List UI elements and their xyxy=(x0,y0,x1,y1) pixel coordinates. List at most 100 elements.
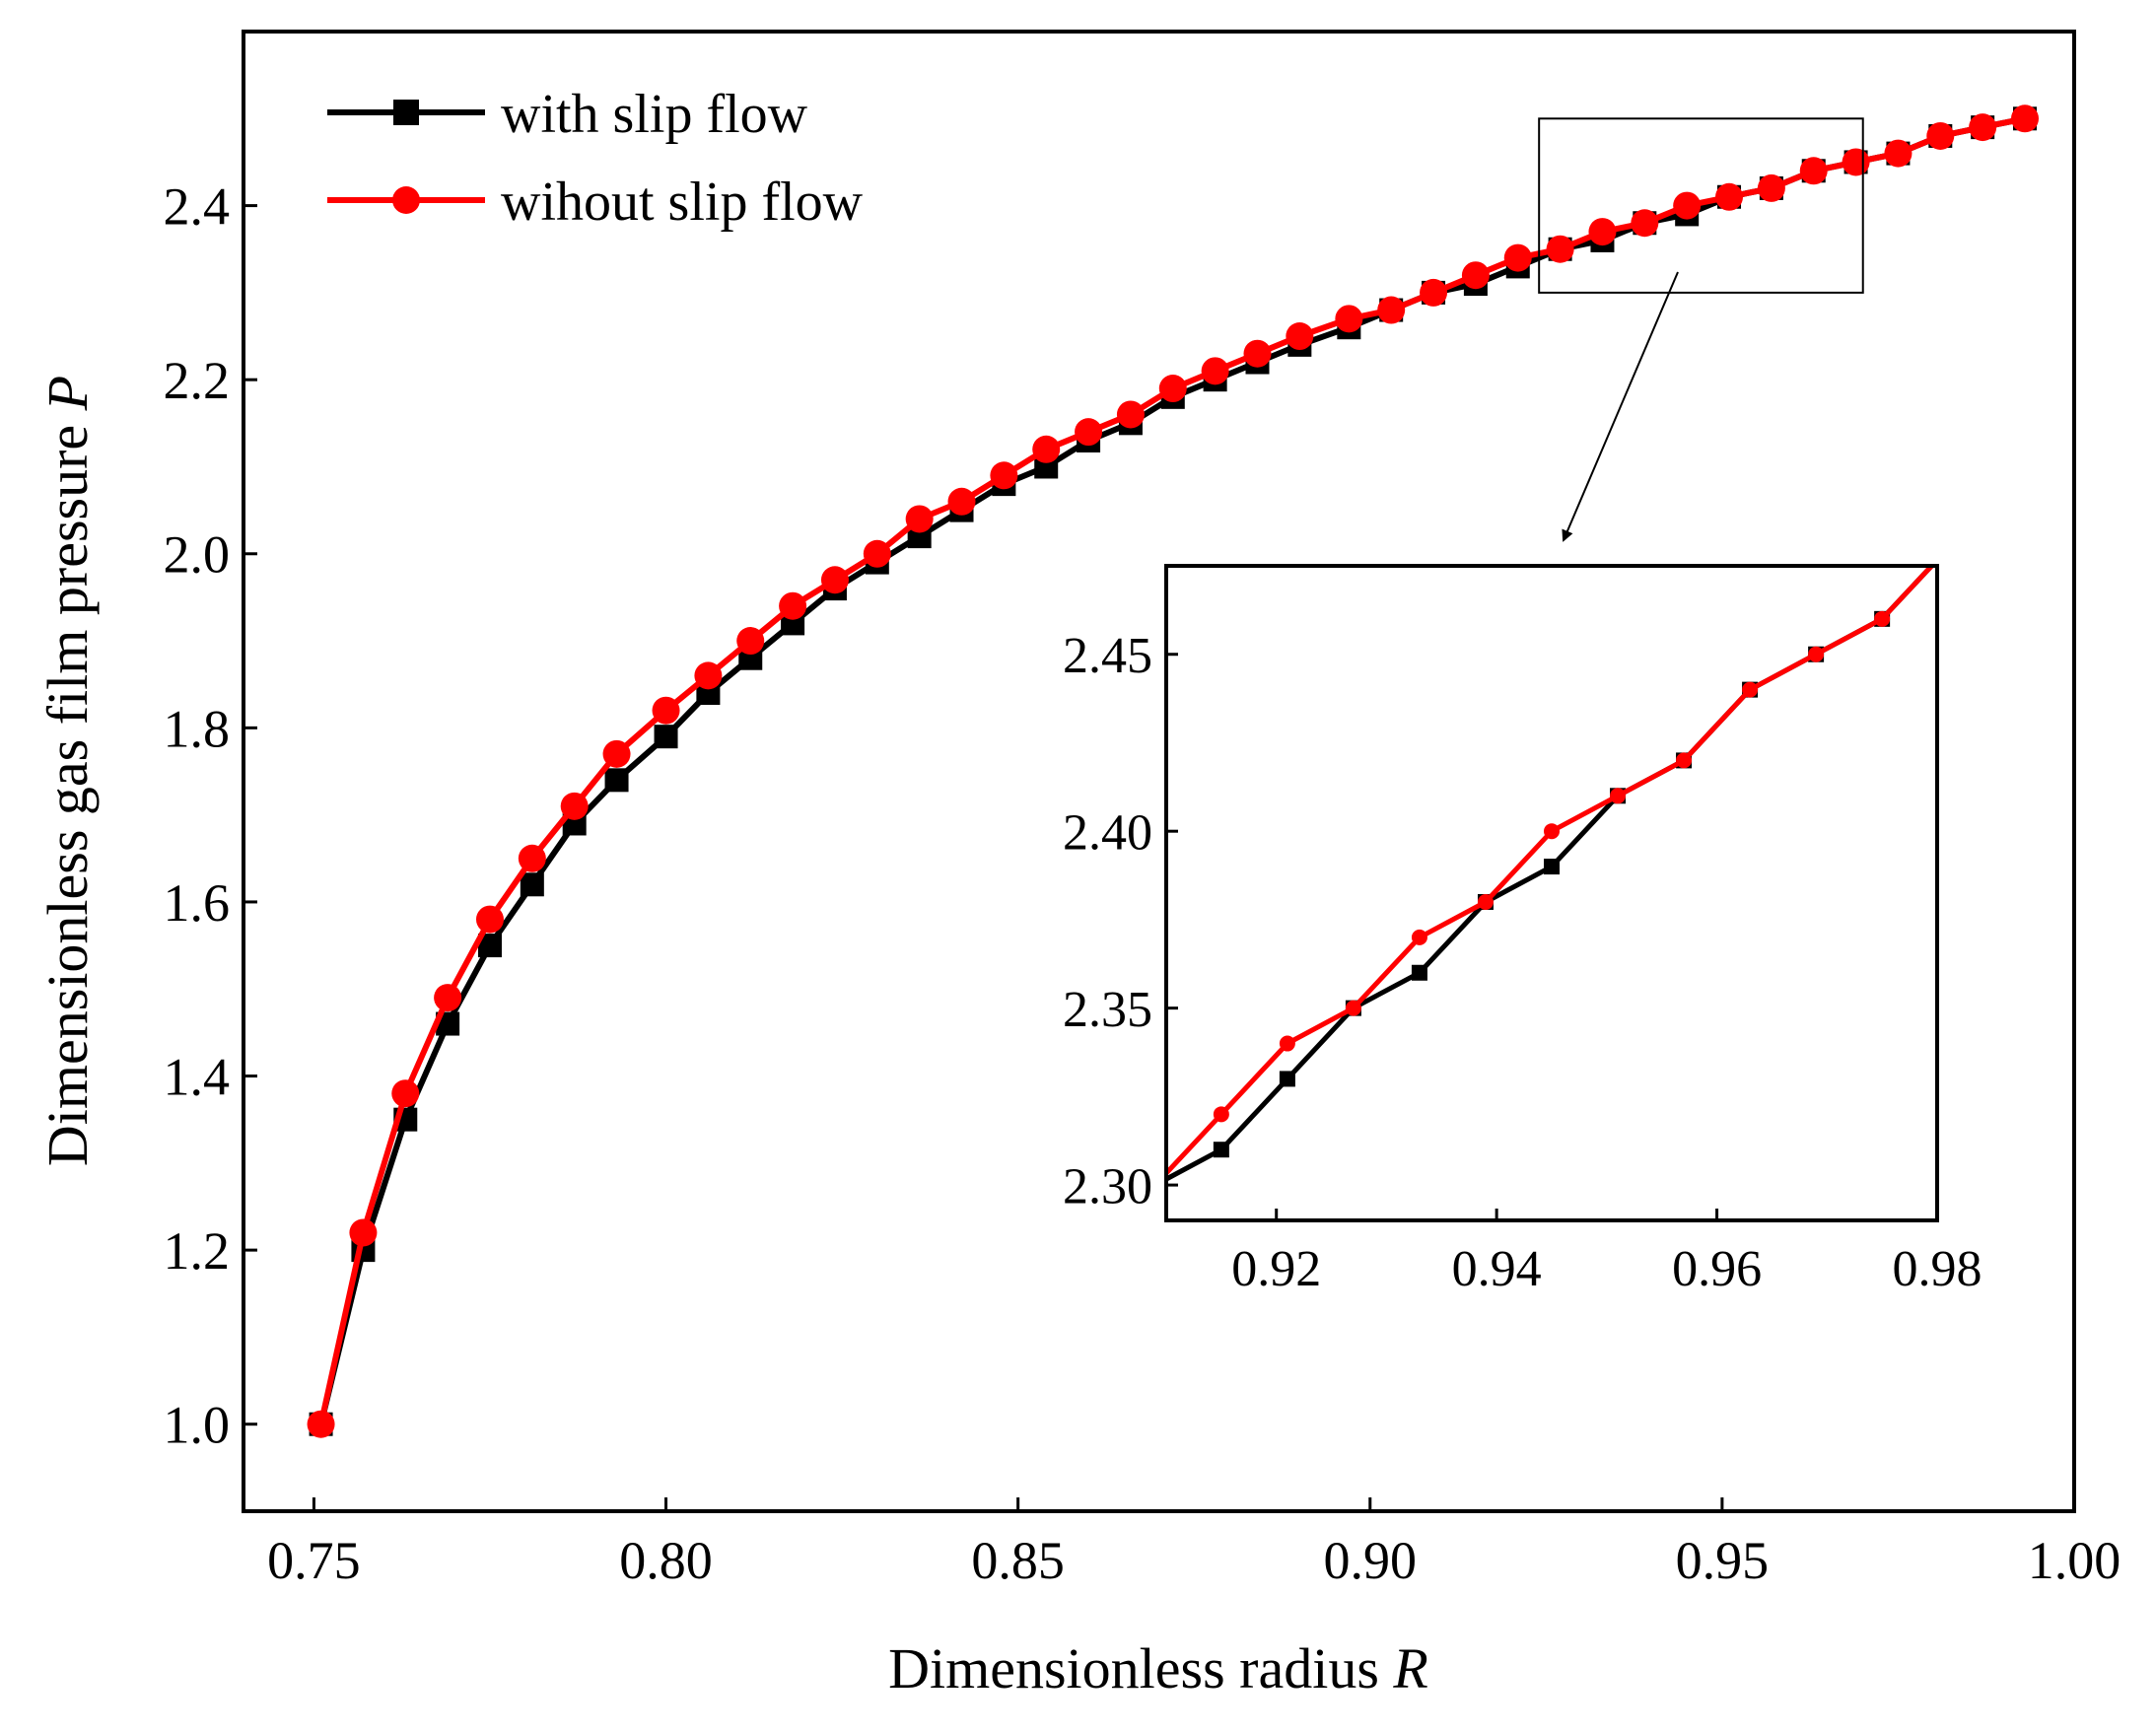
legend-label-without-slip: wihout slip flow xyxy=(501,172,864,233)
main-x-tick-label: 0.95 xyxy=(1676,1531,1770,1590)
main-point-circle xyxy=(1926,121,1955,150)
main-point-circle xyxy=(820,566,849,594)
legend-marker-without-slip xyxy=(392,186,420,214)
inset-x-tick-label: 0.94 xyxy=(1452,1241,1542,1297)
main-axis-ticks: 0.75 0.80 0.85 0.90 0.95 1.00 1.0 1.2 1.4 1.6 1.8 2… xyxy=(164,176,2121,1590)
inset-point-circle xyxy=(1874,610,1891,627)
main-point-circle xyxy=(1842,148,1870,176)
inset-y-tick-label: 2.30 xyxy=(1063,1158,1152,1214)
inset-point-circle xyxy=(1610,788,1627,804)
legend-label-with-slip: with slip flow xyxy=(501,84,808,145)
inset-point-circle xyxy=(1742,681,1759,698)
inset-x-tick-label: 0.92 xyxy=(1231,1241,1321,1297)
main-point-circle xyxy=(947,487,976,516)
main-y-tick-label: 2.2 xyxy=(164,351,231,410)
main-point-circle xyxy=(391,1079,420,1108)
main-point-circle xyxy=(1631,209,1659,238)
main-point-circle xyxy=(1461,261,1490,290)
inset-series-group xyxy=(1166,540,1956,1182)
main-point-circle xyxy=(1503,243,1532,272)
inset-background xyxy=(1166,566,1937,1220)
main-x-tick-label: 1.00 xyxy=(2028,1531,2121,1590)
main-point-circle xyxy=(905,505,934,533)
main-point-circle xyxy=(349,1218,378,1247)
main-x-tick-label: 0.80 xyxy=(619,1531,713,1590)
inset-point-circle xyxy=(1544,823,1560,840)
legend: with slip flow wihout slip flow xyxy=(327,84,864,233)
inset-y-tick-label: 2.40 xyxy=(1063,804,1152,861)
main-point-circle xyxy=(1420,278,1448,307)
main-y-tick-label: 1.6 xyxy=(164,873,231,933)
inset-point-square xyxy=(1411,964,1427,981)
main-point-circle xyxy=(1116,400,1145,429)
inset-point-circle xyxy=(1477,893,1494,910)
main-point-circle xyxy=(863,539,891,568)
main-point-square xyxy=(604,768,629,793)
main-y-tick-label: 1.4 xyxy=(164,1047,231,1106)
main-point-circle xyxy=(1715,182,1744,211)
y-axis-title: Dimensionless gas film pressure P xyxy=(35,376,100,1166)
main-point-circle xyxy=(652,696,680,725)
inset-point-square xyxy=(1279,1071,1295,1087)
zoom-region-box xyxy=(1538,117,1864,294)
main-y-tick-label: 2.0 xyxy=(164,525,231,585)
legend-marker-with-slip xyxy=(393,100,419,125)
inset-axis-ticks: 0.92 0.94 0.96 0.98 2.30 2.35 2.40 2.45 xyxy=(1063,628,1982,1297)
main-point-circle xyxy=(2011,104,2040,133)
main-y-tick-label: 2.4 xyxy=(164,176,231,236)
inset-frame xyxy=(1164,564,1939,1222)
main-x-tick-label: 0.90 xyxy=(1324,1531,1418,1590)
inset-point-circle xyxy=(1213,1106,1229,1123)
main-point-square xyxy=(654,725,678,749)
main-point-circle xyxy=(307,1410,335,1438)
main-point-circle xyxy=(736,627,765,656)
main-point-circle xyxy=(779,591,807,620)
main-y-tick-label: 1.0 xyxy=(164,1396,231,1455)
main-point-circle xyxy=(990,461,1018,490)
main-x-tick-label: 0.75 xyxy=(267,1531,361,1590)
main-point-circle xyxy=(1884,139,1913,168)
inset-point-square xyxy=(1940,540,1956,556)
main-point-circle xyxy=(1243,339,1272,368)
main-point-circle xyxy=(434,984,462,1012)
zoom-arrow xyxy=(1562,271,1679,542)
main-point-circle xyxy=(560,792,589,820)
inset-x-tick-label: 0.96 xyxy=(1672,1241,1762,1297)
main-point-circle xyxy=(1757,173,1785,202)
main-series-group xyxy=(307,104,2040,1438)
inset-x-tick-label: 0.98 xyxy=(1893,1241,1982,1297)
main-point-circle xyxy=(1546,235,1574,263)
inset-point-square xyxy=(1544,859,1560,875)
inset-point-circle xyxy=(1345,1000,1361,1016)
inset-point-circle xyxy=(1940,540,1956,556)
main-point-square xyxy=(520,872,544,897)
main-point-circle xyxy=(1377,296,1406,324)
main-point-circle xyxy=(1969,113,1997,142)
main-point-circle xyxy=(1286,322,1314,351)
main-point-circle xyxy=(1075,418,1103,447)
inset-y-tick-label: 2.45 xyxy=(1063,628,1152,684)
main-point-circle xyxy=(1158,375,1187,403)
main-x-tick-label: 0.85 xyxy=(971,1531,1065,1590)
main-y-tick-label: 1.2 xyxy=(164,1221,231,1281)
inset-y-tick-label: 2.35 xyxy=(1063,982,1152,1038)
main-point-circle xyxy=(1335,305,1363,333)
main-point-circle xyxy=(1032,435,1061,463)
main-point-circle xyxy=(518,844,546,872)
main-point-circle xyxy=(1201,357,1229,385)
inset-point-square xyxy=(1213,1142,1229,1158)
main-point-circle xyxy=(602,739,631,768)
plot-frame xyxy=(242,30,2076,1513)
main-y-tick-label: 1.8 xyxy=(164,699,231,758)
inset-point-circle xyxy=(1676,752,1693,769)
main-point-circle xyxy=(1588,218,1617,246)
main-point-circle xyxy=(694,661,723,690)
inset-point-circle xyxy=(1411,929,1427,945)
inset-point-circle xyxy=(1279,1035,1295,1052)
inset-point-circle xyxy=(1808,646,1825,662)
main-point-circle xyxy=(475,905,504,934)
main-point-circle xyxy=(1673,191,1702,220)
x-axis-title: Dimensionless radius R xyxy=(888,1636,1428,1700)
